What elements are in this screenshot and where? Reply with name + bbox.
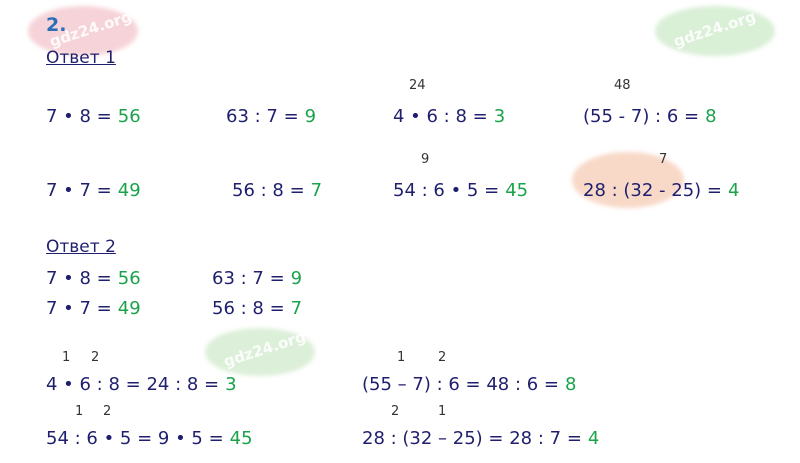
watermark-blob (205, 328, 315, 376)
note: 48 (614, 78, 631, 93)
equation: 7 • 7 = 49 (46, 298, 141, 320)
result: 8 (565, 374, 577, 395)
order-mark: 1 (75, 404, 84, 419)
equation: 28 : (32 – 25) = 28 : 7 = 4 (362, 428, 599, 450)
result: 49 (117, 298, 141, 319)
order-mark: 1 (62, 350, 71, 365)
result: 56 (117, 268, 141, 289)
result: 49 (117, 180, 141, 201)
equation: 56 : 8 = 7 (212, 298, 302, 320)
equation: 63 : 7 = 9 (226, 106, 316, 128)
equation: 54 : 6 • 5 = 9 • 5 = 45 (46, 428, 253, 450)
equation: 7 • 8 = 56 (46, 106, 141, 128)
note: 9 (421, 152, 430, 167)
result: 3 (493, 106, 506, 127)
expression: 28 : (32 – 25) = 28 : 7 = (362, 428, 582, 449)
order-mark: 2 (91, 350, 100, 365)
expression: 54 : 6 • 5 = (393, 180, 500, 201)
order-mark: 1 (438, 404, 447, 419)
equation: 63 : 7 = 9 (212, 268, 302, 290)
result: 8 (705, 106, 717, 127)
order-mark: 1 (397, 350, 406, 365)
answer-label: Ответ 1 (46, 48, 116, 68)
expression: 7 • 8 = (46, 268, 112, 289)
expression: 4 • 6 : 8 = 24 : 8 = (46, 374, 220, 395)
expression: 63 : 7 = (226, 106, 299, 127)
result: 7 (310, 180, 323, 201)
expression: 7 • 7 = (46, 180, 112, 201)
result: 4 (587, 428, 600, 449)
note: 24 (409, 78, 426, 93)
task-number: 2. (46, 14, 67, 36)
equation: 28 : (32 - 25) = 4 (583, 180, 739, 202)
equation: (55 – 7) : 6 = 48 : 6 = 8 (362, 374, 576, 396)
equation: (55 - 7) : 6 = 8 (583, 106, 717, 128)
expression: 7 • 7 = (46, 298, 112, 319)
result: 3 (225, 374, 237, 395)
equation: 4 • 6 : 8 = 3 (393, 106, 505, 128)
expression: 56 : 8 = (212, 298, 285, 319)
expression: 63 : 7 = (212, 268, 285, 289)
expression: 56 : 8 = (232, 180, 305, 201)
result: 45 (229, 428, 253, 449)
answer-label: Ответ 2 (46, 237, 116, 257)
order-mark: 2 (103, 404, 112, 419)
note: 7 (659, 152, 668, 167)
watermark-blob (655, 6, 775, 56)
result: 45 (505, 180, 529, 201)
equation: 56 : 8 = 7 (232, 180, 322, 202)
order-mark: 2 (438, 350, 447, 365)
equation: 4 • 6 : 8 = 24 : 8 = 3 (46, 374, 237, 396)
expression: 7 • 8 = (46, 106, 112, 127)
expression: (55 - 7) : 6 = (583, 106, 700, 127)
expression: 54 : 6 • 5 = 9 • 5 = (46, 428, 224, 449)
expression: 28 : (32 - 25) = (583, 180, 723, 201)
equation: 7 • 7 = 49 (46, 180, 141, 202)
result: 4 (728, 180, 740, 201)
watermark-blob (572, 152, 684, 208)
expression: (55 – 7) : 6 = 48 : 6 = (362, 374, 559, 395)
watermark-blob (28, 6, 138, 56)
result: 9 (304, 106, 317, 127)
order-mark: 2 (391, 404, 400, 419)
equation: 7 • 8 = 56 (46, 268, 141, 290)
result: 9 (290, 268, 303, 289)
expression: 4 • 6 : 8 = (393, 106, 488, 127)
result: 56 (117, 106, 141, 127)
equation: 54 : 6 • 5 = 45 (393, 180, 528, 202)
result: 7 (290, 298, 303, 319)
